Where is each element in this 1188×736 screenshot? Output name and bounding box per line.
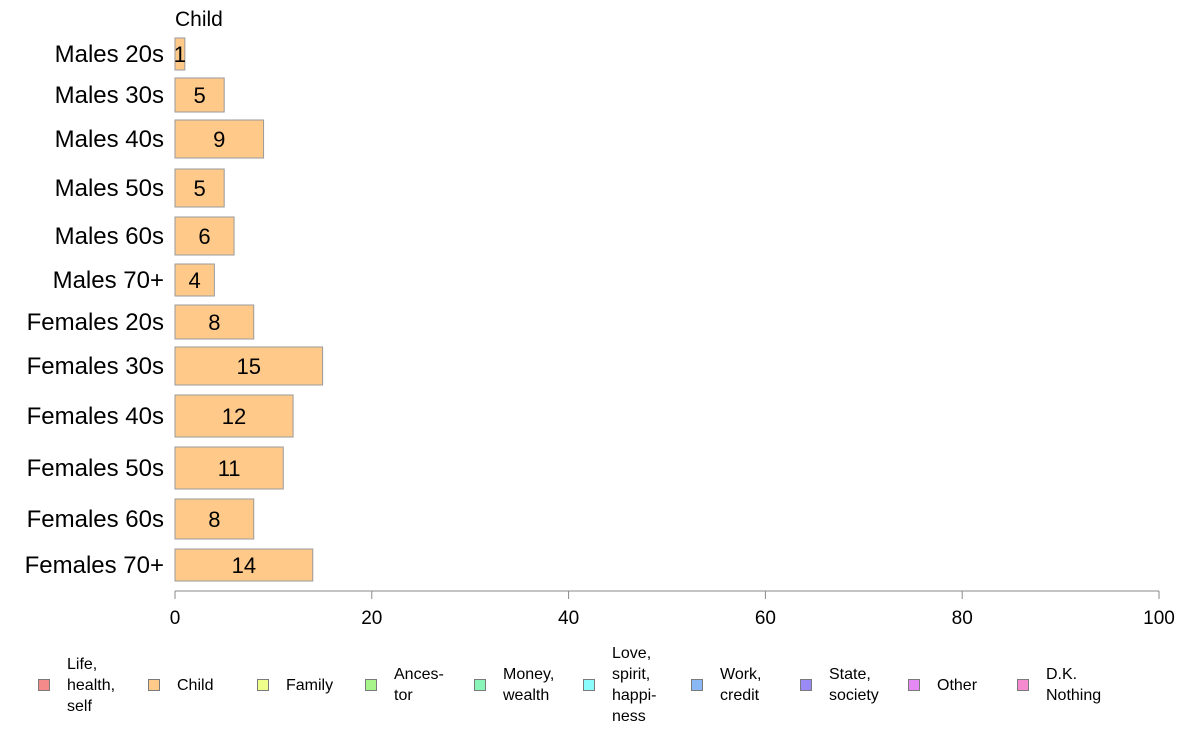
- legend-label: Other: [937, 676, 978, 694]
- category-label: Females 20s: [27, 309, 164, 336]
- category-label: Females 50s: [27, 455, 164, 482]
- bar-value-label: 8: [208, 310, 220, 335]
- bar-value-label: 11: [218, 456, 241, 481]
- category-label: Males 70+: [53, 267, 164, 294]
- legend-label: Work, credit: [720, 666, 762, 704]
- category-label: Females 40s: [27, 403, 164, 430]
- legend-swatch: [257, 679, 269, 691]
- bar: [174, 394, 294, 438]
- x-tick-label: 100: [1143, 608, 1175, 629]
- legend-swatch: [148, 679, 160, 691]
- panel-title: Child: [175, 8, 223, 31]
- legend-swatch: [908, 679, 920, 691]
- legend-label: Child: [177, 676, 214, 694]
- legend-item-love: Love, spirit, happi- ness: [583, 640, 656, 730]
- bar-value-label: 5: [193, 176, 205, 201]
- legend-label: State, society: [829, 666, 879, 704]
- bar: [174, 346, 324, 386]
- legend-swatch: [474, 679, 486, 691]
- bar-value-label: 6: [198, 224, 210, 249]
- legend-swatch: [1017, 679, 1029, 691]
- bar-value-label: 5: [193, 83, 205, 108]
- legend-swatch: [800, 679, 812, 691]
- legend-swatch: [365, 679, 377, 691]
- x-tick-label: 60: [755, 608, 776, 629]
- legend-item-family: Family: [257, 640, 333, 730]
- legend-label: Life, health, self: [67, 655, 116, 715]
- bar-value-label: 1: [174, 42, 186, 67]
- x-tick-label: 0: [170, 608, 181, 629]
- legend-item-other: Other: [908, 640, 977, 730]
- bar: [174, 304, 255, 340]
- legend-label: D.K. Nothing: [1046, 666, 1102, 704]
- legend-item-state: State, society: [800, 640, 879, 730]
- category-label: Females 60s: [27, 506, 164, 533]
- legend-item-work: Work, credit: [691, 640, 761, 730]
- legend-item-dk-nothing: D.K. Nothing: [1017, 640, 1101, 730]
- x-tick-label: 20: [361, 608, 382, 629]
- category-label: Females 70+: [25, 552, 164, 579]
- bar: [174, 77, 225, 113]
- bar: [174, 37, 186, 71]
- x-tick-label: 80: [952, 608, 973, 629]
- bar: [174, 216, 235, 256]
- bar: [174, 263, 215, 297]
- legend-label: Ances- tor: [394, 666, 444, 704]
- bar-value-label: 12: [222, 404, 246, 429]
- bar: [174, 446, 284, 490]
- legend-item-child: Child: [148, 640, 213, 730]
- bar-value-label: 14: [232, 553, 256, 578]
- legend-swatch: [583, 679, 595, 691]
- legend-item-money: Money, wealth: [474, 640, 554, 730]
- legend-swatch: [691, 679, 703, 691]
- bar-value-label: 8: [208, 507, 220, 532]
- bar-value-label: 4: [189, 268, 201, 293]
- bar: [174, 168, 225, 208]
- legend-swatch: [38, 679, 50, 691]
- bar: [174, 548, 314, 582]
- legend-label: Love, spirit, happi- ness: [612, 645, 657, 725]
- bar: [174, 498, 255, 540]
- category-label: Males 30s: [55, 82, 164, 109]
- category-label: Males 40s: [55, 126, 164, 153]
- bar-value-label: 9: [213, 127, 225, 152]
- bar-chart: Child 1 Males 20s 5 Males 30s 9 Males 40s 5 Male…: [25, 8, 1175, 629]
- bar-value-label: 15: [237, 354, 261, 379]
- category-label: Females 30s: [27, 353, 164, 380]
- legend-item-ancestor: Ances- tor: [365, 640, 444, 730]
- legend-label: Money, wealth: [503, 666, 555, 704]
- legend-label: Family: [286, 676, 334, 694]
- category-label: Males 20s: [55, 41, 164, 68]
- x-tick-label: 40: [558, 608, 579, 629]
- legend: Life, health, self Child Family Ances- t…: [38, 640, 1158, 730]
- legend-item-life: Life, health, self: [38, 640, 115, 730]
- bar: [174, 119, 265, 159]
- category-label: Males 60s: [55, 223, 164, 250]
- category-label: Males 50s: [55, 175, 164, 202]
